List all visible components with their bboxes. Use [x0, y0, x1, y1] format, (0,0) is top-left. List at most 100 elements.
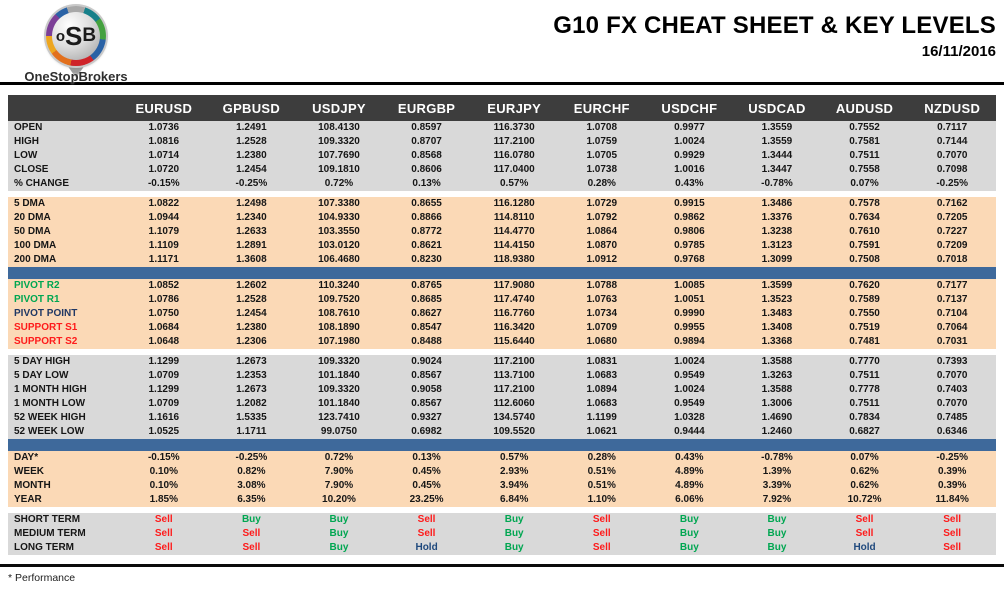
data-cell: 1.3523 [761, 294, 793, 305]
data-cell: 1.2491 [236, 122, 267, 133]
data-cell: 0.7031 [936, 336, 968, 347]
data-cell: 0.7591 [849, 240, 880, 251]
data-cell: 0.7508 [849, 254, 880, 265]
data-cell: 1.0792 [586, 212, 618, 223]
data-cell: 0.9955 [674, 322, 705, 333]
data-cell: 0.8627 [411, 308, 442, 319]
data-cell: 117.2100 [493, 356, 535, 367]
data-cell: 109.1810 [318, 164, 360, 175]
data-cell: 1.1299 [148, 356, 180, 367]
data-cell: 0.7117 [937, 122, 968, 133]
data-cell: 110.3240 [318, 280, 360, 291]
row-label: 5 DAY LOW [14, 370, 69, 381]
data-cell: 1.0684 [148, 322, 180, 333]
data-cell: 103.0120 [318, 240, 360, 251]
table-row: LONG TERM Sell Sell Buy Hold Buy Sell Buy Buy Hol… [8, 541, 996, 555]
data-cell: -0.25% [235, 178, 268, 189]
data-cell: 1.0085 [674, 280, 705, 291]
pin-tail-icon [65, 62, 87, 78]
data-cell: 1.2454 [236, 164, 267, 175]
data-cell: 1.2528 [236, 294, 267, 305]
data-cell: 107.1980 [318, 336, 360, 347]
data-cell: 1.0683 [586, 398, 618, 409]
data-cell: 0.8621 [411, 240, 442, 251]
table-row: CLOSE 1.0720 1.2454 109.1810 0.8606 117.0400 1… [8, 163, 996, 177]
data-cell: 1.2454 [236, 308, 267, 319]
data-cell: 0.7070 [936, 370, 968, 381]
data-cell: 1.0738 [586, 164, 618, 175]
data-cell: Hold [853, 542, 876, 553]
section-pivots: PIVOT R2 1.0852 1.2602 110.3240 0.8765 117.90… [8, 279, 996, 349]
data-cell: 0.57% [499, 178, 529, 189]
data-cell: Buy [767, 514, 787, 525]
table-row: 5 DAY HIGH 1.1299 1.2673 109.3320 0.9024 117.… [8, 355, 996, 369]
data-cell: 0.7834 [849, 412, 880, 423]
table-row: 50 DMA 1.1079 1.2633 103.3550 0.8772 114.4770… [8, 225, 996, 239]
data-cell: 1.1199 [586, 412, 617, 423]
data-cell: 0.9862 [674, 212, 705, 223]
row-label: 5 DAY HIGH [14, 356, 71, 367]
data-cell: 0.62% [850, 480, 879, 491]
data-cell: 117.0400 [493, 164, 535, 175]
data-cell: 1.3238 [761, 226, 793, 237]
data-cell: -0.25% [235, 452, 268, 463]
data-cell: 0.8765 [411, 280, 442, 291]
data-cell: 107.7690 [318, 150, 360, 161]
row-label: SUPPORT S2 [14, 336, 78, 347]
column-header-eurusd: EURUSD [120, 95, 208, 121]
data-cell: 0.6346 [936, 426, 968, 437]
data-cell: 1.3099 [761, 254, 793, 265]
data-cell: 0.7511 [849, 370, 880, 381]
data-cell: 0.9990 [674, 308, 705, 319]
data-cell: 109.3320 [318, 384, 360, 395]
data-cell: 1.0024 [674, 136, 705, 147]
data-cell: Sell [943, 528, 962, 539]
fx-table: EURUSD GPBUSD USDJPY EURGBP EURJPY EURCHF USDC… [8, 95, 996, 555]
data-cell: 0.7227 [936, 226, 968, 237]
data-cell: 1.3123 [761, 240, 793, 251]
data-cell: 116.3730 [493, 122, 535, 133]
data-cell: 0.8230 [411, 254, 442, 265]
table-row: PIVOT R1 1.0786 1.2528 109.7520 0.8685 117.47… [8, 293, 996, 307]
data-cell: 0.7778 [849, 384, 880, 395]
row-label: PIVOT POINT [14, 308, 78, 319]
data-cell: 1.0816 [148, 136, 180, 147]
data-cell: Sell [943, 514, 962, 525]
data-cell: 101.1840 [318, 370, 360, 381]
table-row: PIVOT POINT 1.0750 1.2454 108.7610 0.8627 116… [8, 307, 996, 321]
data-cell: 1.2498 [236, 198, 267, 209]
data-cell: 3.39% [762, 480, 792, 491]
row-label: 52 WEEK HIGH [14, 412, 86, 423]
section-performance: DAY* -0.15% -0.25% 0.72% 0.13% 0.57% 0.28% 0.43… [8, 451, 996, 507]
data-cell: 0.57% [499, 452, 529, 463]
data-cell: Buy [767, 528, 787, 539]
data-cell: 0.8488 [411, 336, 442, 347]
data-cell: 123.7410 [318, 412, 360, 423]
data-cell: 1.0729 [586, 198, 618, 209]
row-label: 5 DMA [14, 198, 46, 209]
row-label: SHORT TERM [14, 514, 81, 525]
data-cell: 1.1079 [148, 226, 180, 237]
data-cell: 1.2380 [236, 150, 267, 161]
column-header-audusd: AUDUSD [820, 95, 909, 121]
data-cell: 1.3483 [761, 308, 793, 319]
data-cell: 0.51% [587, 466, 616, 477]
data-cell: 1.0328 [674, 412, 705, 423]
data-cell: Sell [943, 542, 962, 553]
data-cell: 0.28% [587, 452, 616, 463]
data-cell: 1.3559 [761, 136, 793, 147]
data-cell: 0.51% [587, 480, 616, 491]
data-cell: 0.7137 [936, 294, 968, 305]
data-cell: 114.4150 [493, 240, 535, 251]
row-label: PIVOT R1 [14, 294, 60, 305]
data-cell: 0.82% [237, 466, 266, 477]
table-row: % CHANGE -0.15% -0.25% 0.72% 0.13% 0.57% 0.28%… [8, 177, 996, 191]
row-label: HIGH [14, 136, 39, 147]
data-cell: 1.0709 [586, 322, 618, 333]
row-label: 100 DMA [14, 240, 57, 251]
data-cell: 1.3608 [236, 254, 267, 265]
table-row: WEEK 0.10% 0.82% 7.90% 0.45% 2.93% 0.51% 4.89% 1… [8, 465, 996, 479]
column-header-eurgbp: EURGBP [382, 95, 471, 121]
